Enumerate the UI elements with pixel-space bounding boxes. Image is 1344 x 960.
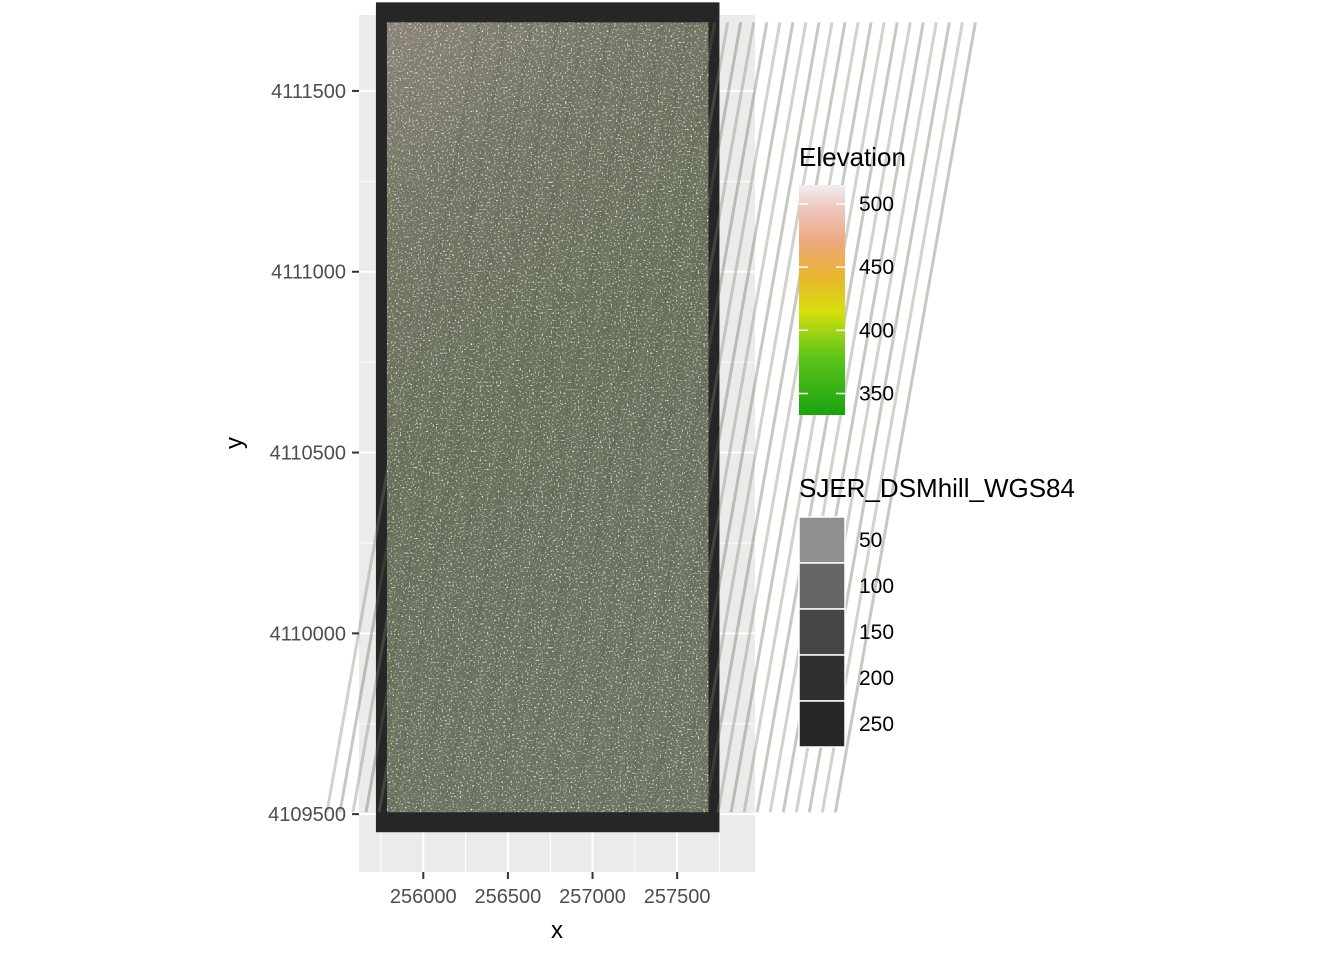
legend-elevation: Elevation 500 450 400 350 — [799, 142, 906, 415]
terrain-streak — [833, 22, 977, 813]
legend-key-label: 100 — [859, 575, 894, 598]
legend-key — [798, 516, 846, 564]
vegetation-speckle — [386, 22, 709, 813]
legend-key — [798, 562, 846, 610]
terrain-streak — [716, 22, 860, 813]
y-axis: 4109500 4110000 4110500 4111000 4111500 — [268, 81, 359, 826]
legend-key-label: 50 — [859, 529, 882, 552]
terrain-streak — [729, 22, 873, 813]
elevation-colorbar — [799, 185, 845, 415]
raster-layer — [325, 2, 977, 833]
y-tick-label: 4109500 — [268, 804, 346, 826]
y-tick-label: 4111500 — [271, 81, 346, 103]
colorbar-label: 450 — [859, 256, 894, 279]
colorbar-label: 500 — [859, 193, 894, 216]
colorbar-label: 350 — [859, 383, 894, 406]
legend-key — [798, 654, 846, 702]
legend-key — [798, 608, 846, 656]
x-tick-label: 257000 — [559, 886, 626, 908]
terrain-streak — [755, 22, 899, 813]
colorbar-label: 400 — [859, 319, 894, 342]
legend-key-label: 250 — [859, 713, 894, 736]
terrain-streak — [690, 22, 834, 813]
terrain-streak — [742, 22, 886, 813]
x-tick-label: 256000 — [390, 886, 457, 908]
x-axis: 256000 256500 257000 257500 — [390, 872, 711, 908]
legend-key-label: 150 — [859, 621, 894, 644]
x-axis-title: x — [551, 917, 563, 944]
y-tick-label: 4110500 — [270, 443, 346, 465]
legend-key — [798, 700, 846, 748]
legend-key-label: 200 — [859, 667, 894, 690]
y-tick-label: 4111000 — [271, 262, 346, 284]
y-axis-title: y — [221, 437, 248, 449]
terrain-streak — [768, 22, 912, 813]
x-tick-label: 256500 — [475, 886, 542, 908]
legend-dsmhill: SJER_DSMhill_WGS84 50 100 150 200 250 — [798, 473, 1075, 748]
legend-elevation-title: Elevation — [799, 142, 906, 172]
legend-dsmhill-title: SJER_DSMhill_WGS84 — [799, 473, 1075, 503]
terrain-streak — [703, 22, 847, 813]
y-tick-label: 4110000 — [270, 623, 346, 645]
x-tick-label: 257500 — [644, 886, 711, 908]
